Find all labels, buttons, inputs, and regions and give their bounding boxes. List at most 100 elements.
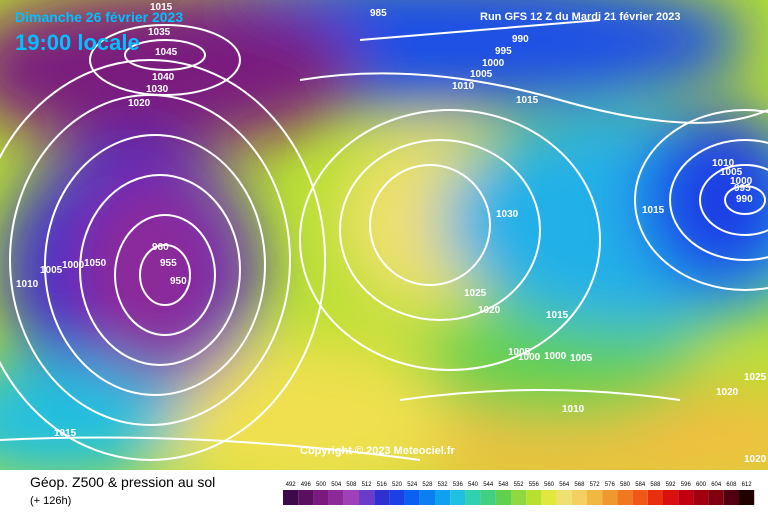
scale-swatch [328,490,344,505]
scale-label: 596 [681,482,692,488]
isobar-label: 1015 [150,2,173,13]
isobar-label: 1015 [54,428,77,439]
time: 19:00 locale [15,30,140,55]
scale-label: 612 [742,482,753,488]
scale-label: 536 [453,482,464,488]
scale-swatch [723,490,739,505]
scale-label: 512 [362,482,373,488]
isobar-label: 985 [370,8,387,19]
isobar-label: 1020 [744,454,767,465]
scale-label: 576 [605,482,616,488]
scale-swatch [450,490,466,505]
scale-label: 568 [574,482,585,488]
isobar-label: 1050 [84,258,107,269]
isobar-label: 1010 [452,81,475,92]
scale-label: 584 [635,482,646,488]
isobar-label: 1005 [508,347,531,358]
scale-label: 528 [422,482,433,488]
isobar-label: 1030 [146,84,169,95]
isobar-label: 1010 [712,158,735,169]
isobar-label: 1000 [518,352,541,363]
isobar-label: 1020 [128,98,151,109]
isobar-label: 1010 [562,404,585,415]
isobar-label: 1005 [470,69,493,80]
scale-label: 532 [438,482,449,488]
scale-label: 496 [301,482,312,488]
scale-swatch [602,490,618,505]
scale-swatch [632,490,648,505]
scale-label: 516 [377,482,388,488]
date: Dimanche 26 février 2023 [15,9,183,25]
scale-label: 520 [392,482,403,488]
scale-label: 508 [346,482,357,488]
scale-swatch [283,490,299,505]
scale-label: 524 [407,482,418,488]
scale-swatch [571,490,587,505]
scale-label: 592 [666,482,677,488]
scale-label: 564 [559,482,570,488]
scale-swatch [663,490,679,505]
isobar-label: 1020 [478,305,501,316]
scale-swatch [647,490,663,505]
color-scale: 492 496 500 504 508 512 516 520 524 528 532 536 540 5… [283,482,755,505]
isobar-label: 995 [495,46,512,57]
isobar-label: 1015 [516,95,539,106]
scale-label: 540 [468,482,479,488]
isobar-label: 1005 [40,265,63,276]
footer-lead: (+ 126h) [30,495,71,507]
isobar-lines [0,19,768,461]
scale-swatch [404,490,420,505]
isobar-label: 1000 [544,351,567,362]
isobar-label: 990 [512,34,529,45]
isobar-label: 1015 [642,205,665,216]
isobar-label: 1045 [155,47,178,58]
copyright: Copyright © 2023 Meteociel.fr [300,445,456,457]
isobar-label: 1040 [152,72,175,83]
isobar-label: 960 [152,242,169,253]
scale-label: 492 [286,482,297,488]
scale-label: 600 [696,482,707,488]
scale-swatch [587,490,603,505]
scale-label: 604 [711,482,722,488]
isobar-label: 1025 [744,372,767,383]
footer-title: Géop. Z500 & pression au sol [30,474,215,490]
isobar-label: 950 [170,276,187,287]
scale-swatch [541,490,557,505]
scale-swatch [313,490,329,505]
scale-swatch [480,490,496,505]
scale-swatch [678,490,694,505]
scale-label: 500 [316,482,327,488]
isobar-label: 955 [160,258,177,269]
isobar-label: 1010 [16,279,39,290]
scale-swatch [526,490,542,505]
isobar-label: 1005 [570,353,593,364]
isobar-label: 1035 [148,27,171,38]
run-info: Run GFS 12 Z du Mardi 21 février 2023 [480,11,681,23]
isobar-label: 1025 [464,288,487,299]
scale-swatch [708,490,724,505]
scale-label: 556 [529,482,540,488]
scale-swatch [435,490,451,505]
isobar-label: 995 [734,183,751,194]
scale-swatch [556,490,572,505]
isobar-label: 1000 [482,58,505,69]
scale-label: 560 [544,482,555,488]
scale-label: 548 [498,482,509,488]
scale-swatch [419,490,435,505]
isobar-label: 1030 [496,209,519,220]
scale-swatch [343,490,359,505]
isobar-label: 1015 [546,310,569,321]
scale-swatch [359,490,375,505]
scale-label: 588 [650,482,661,488]
scale-label: 580 [620,482,631,488]
scale-label: 552 [514,482,525,488]
scale-swatch [617,490,633,505]
scale-swatch [739,490,755,505]
scale-label: 544 [483,482,494,488]
scale-swatch [389,490,405,505]
scale-swatch [465,490,481,505]
scale-label: 504 [331,482,342,488]
isobar-label: 990 [736,194,753,205]
